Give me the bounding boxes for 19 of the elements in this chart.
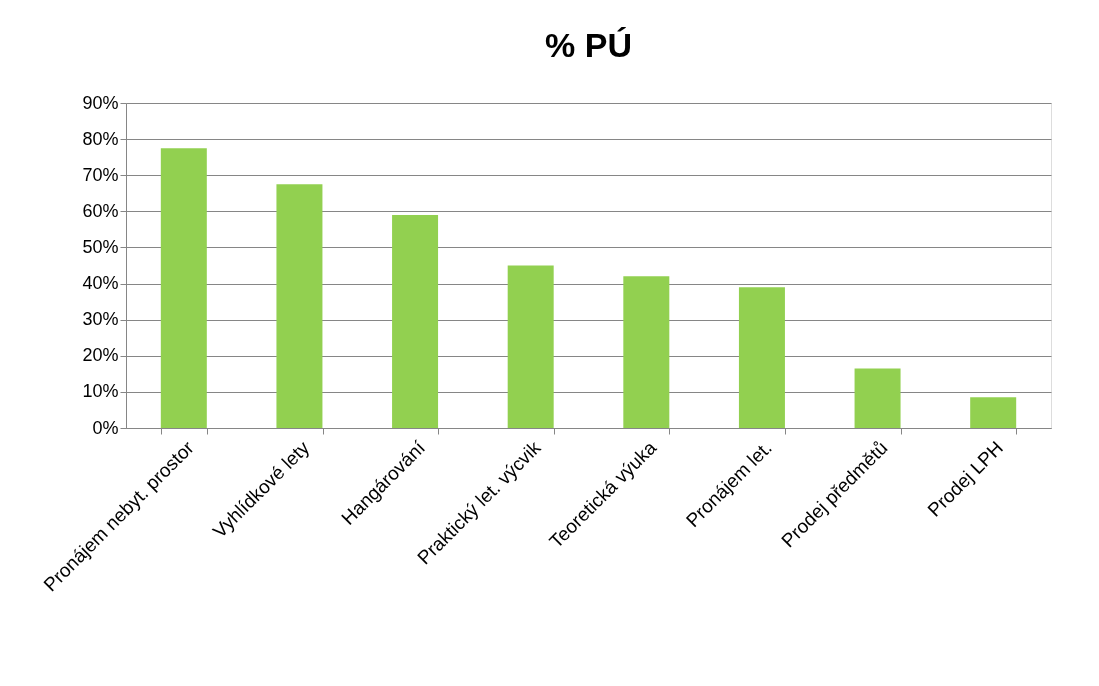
bar <box>854 368 901 428</box>
y-tick-label: 30% <box>82 309 119 330</box>
y-tick-label: 70% <box>82 164 119 185</box>
y-tick-label: 0% <box>92 417 119 438</box>
chart-title: % PÚ <box>545 26 632 64</box>
bar <box>276 184 323 428</box>
y-tick-label: 20% <box>82 345 119 366</box>
y-tick-label: 40% <box>82 273 119 294</box>
y-tick-label: 50% <box>82 236 119 257</box>
bar <box>392 214 439 428</box>
bar <box>738 287 785 428</box>
bar <box>970 397 1017 428</box>
y-tick-label: 90% <box>82 92 119 113</box>
bar <box>507 265 554 428</box>
y-tick-label: 60% <box>82 200 119 221</box>
y-tick-label: 80% <box>82 128 119 149</box>
bar <box>623 276 670 428</box>
y-tick-label: 10% <box>82 381 119 402</box>
bar <box>160 148 207 428</box>
